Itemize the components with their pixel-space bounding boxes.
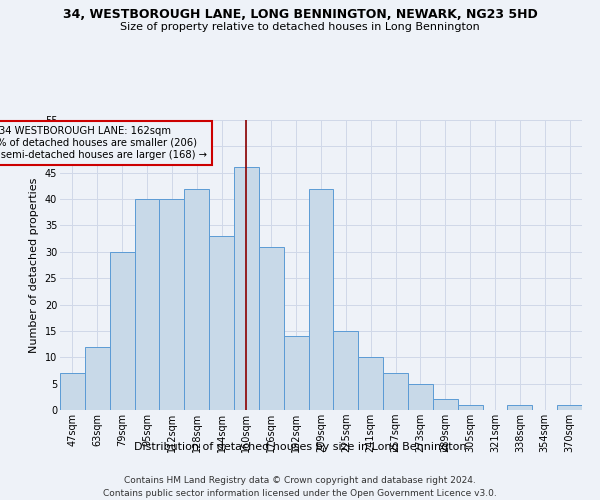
Bar [508,404,532,410]
Bar [259,246,284,410]
Bar [433,400,458,410]
Bar [308,188,334,410]
Text: Contains HM Land Registry data © Crown copyright and database right 2024.: Contains HM Land Registry data © Crown c… [124,476,476,485]
Text: 34, WESTBOROUGH LANE, LONG BENNINGTON, NEWARK, NG23 5HD: 34, WESTBOROUGH LANE, LONG BENNINGTON, N… [62,8,538,20]
Bar [160,199,184,410]
Bar [85,346,110,410]
Bar [408,384,433,410]
Y-axis label: Number of detached properties: Number of detached properties [29,178,39,352]
Bar [134,199,160,410]
Text: 34 WESTBOROUGH LANE: 162sqm
← 54% of detached houses are smaller (206)
44% of se: 34 WESTBOROUGH LANE: 162sqm ← 54% of det… [0,126,207,160]
Bar [209,236,234,410]
Bar [234,168,259,410]
Text: Contains public sector information licensed under the Open Government Licence v3: Contains public sector information licen… [103,489,497,498]
Bar [284,336,308,410]
Bar [557,404,582,410]
Text: Size of property relative to detached houses in Long Bennington: Size of property relative to detached ho… [120,22,480,32]
Bar [458,404,482,410]
Bar [110,252,134,410]
Bar [184,188,209,410]
Bar [383,373,408,410]
Text: Distribution of detached houses by size in Long Bennington: Distribution of detached houses by size … [134,442,466,452]
Bar [358,358,383,410]
Bar [334,331,358,410]
Bar [60,373,85,410]
